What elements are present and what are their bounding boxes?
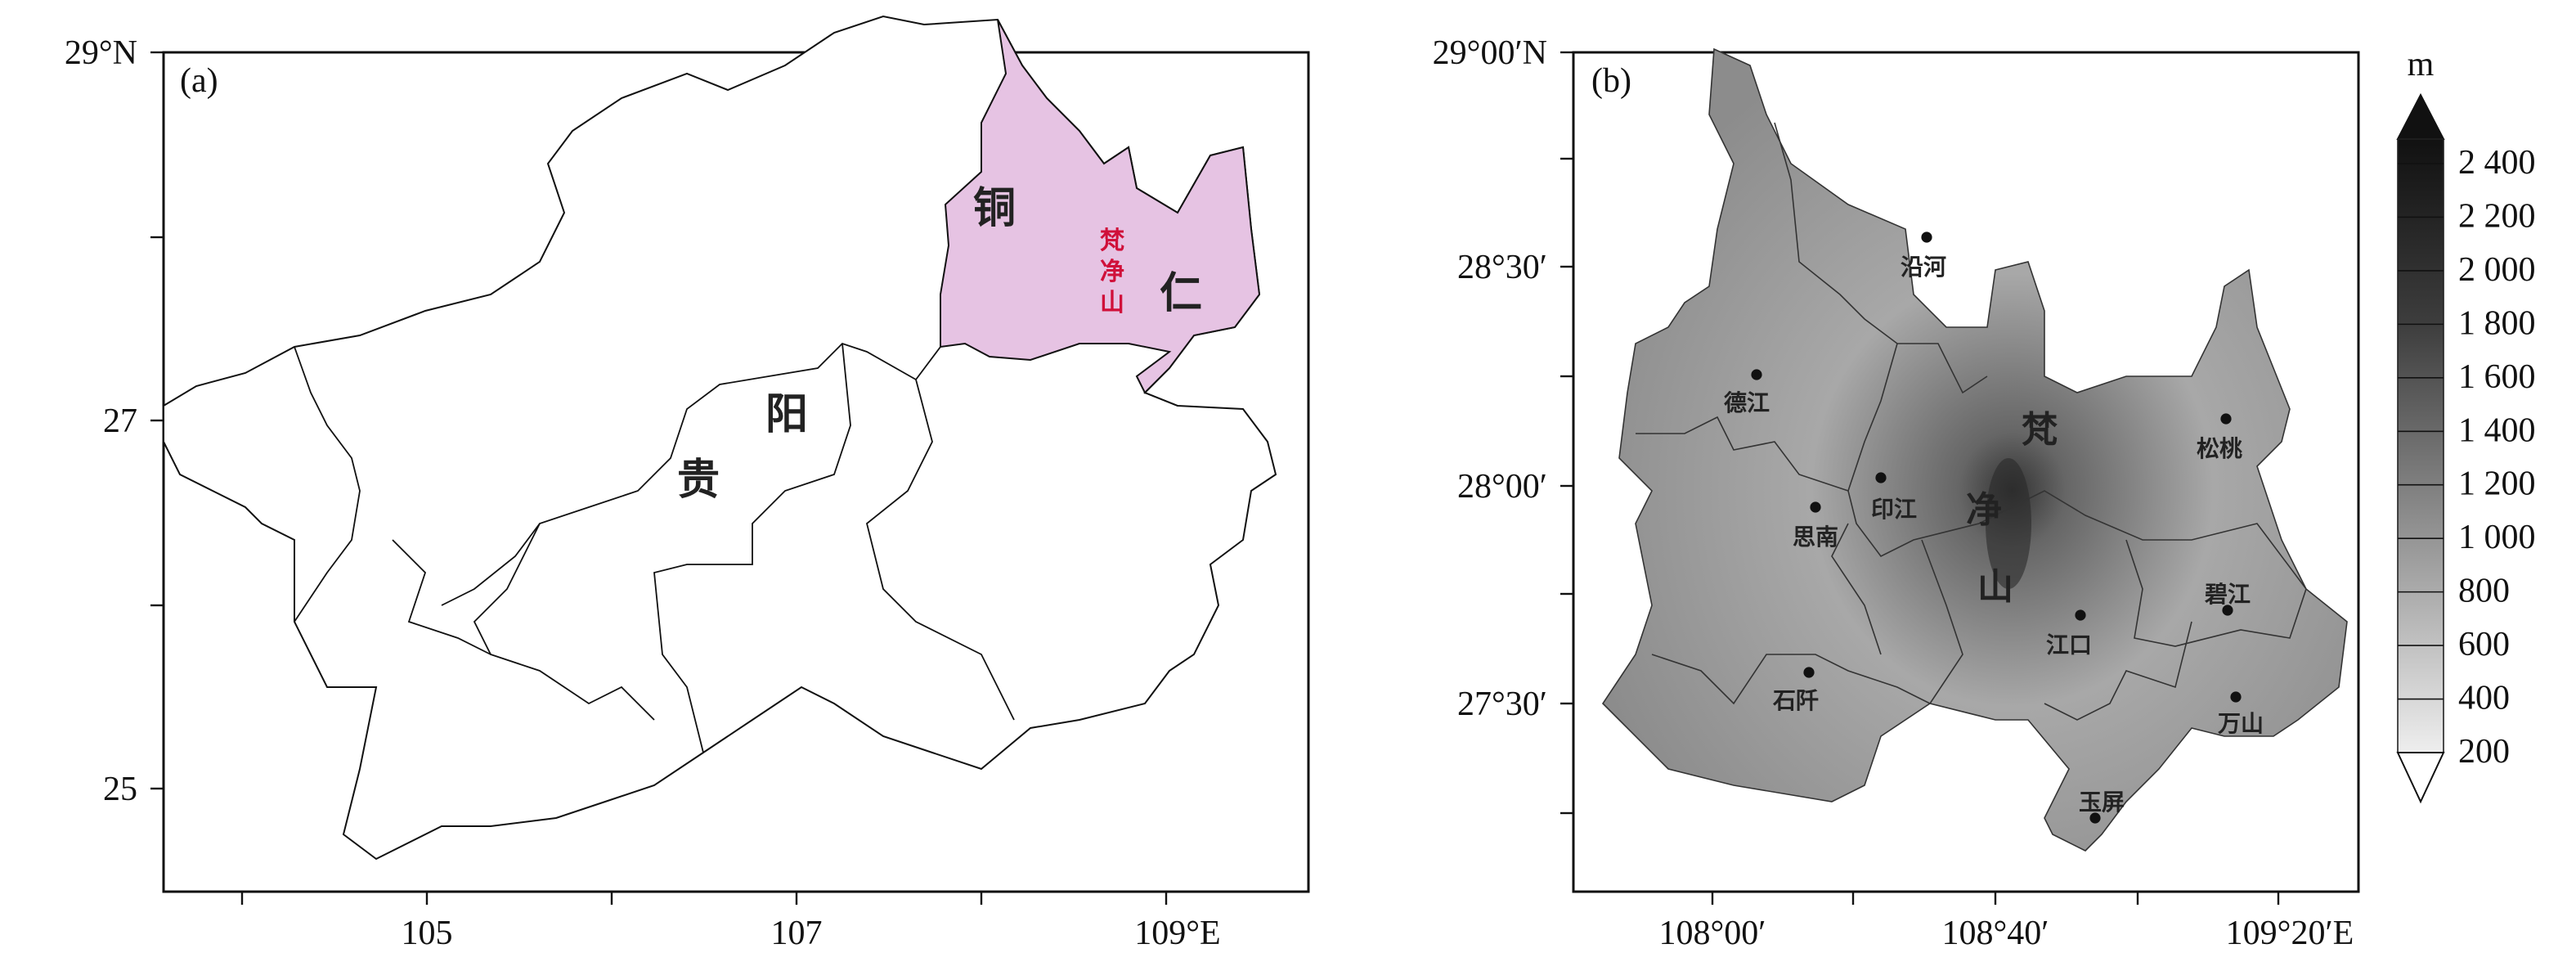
colorbar-level-lines bbox=[2398, 163, 2444, 753]
mountain-label-a: 山 bbox=[1100, 289, 1124, 317]
colorbar-tick-label: 1 400 bbox=[2458, 411, 2536, 449]
colorbar-tick-label: 1 000 bbox=[2458, 519, 2536, 556]
colorbar-labels: 2 400 2 200 2 000 1 800 1 600 1 400 1 200 1 000… bbox=[2458, 144, 2536, 771]
colorbar-tick-label: 2 400 bbox=[2458, 144, 2536, 182]
town-label: 玉屏 bbox=[2079, 789, 2125, 816]
label-gui: 贵 bbox=[677, 456, 720, 505]
mountain-label-b: 净 bbox=[1966, 489, 2002, 531]
town-label: 德江 bbox=[1724, 389, 1770, 416]
panel-b-y-tick: 28°00′ bbox=[1457, 468, 1547, 506]
town-label: 松桃 bbox=[2197, 435, 2242, 462]
town-label: 沿河 bbox=[1901, 254, 1946, 281]
colorbar-unit: m bbox=[2408, 46, 2435, 83]
panel-b-y-tick: 27°30′ bbox=[1457, 686, 1547, 723]
colorbar-tick-label: 1 600 bbox=[2458, 358, 2536, 396]
panel-a-tick-marks bbox=[150, 51, 1168, 905]
town-markers bbox=[1751, 232, 2242, 824]
colorbar-tick-label: 2 200 bbox=[2458, 197, 2536, 235]
mountain-label-a: 梵 bbox=[1100, 227, 1125, 255]
panel-a-x-tick: 107 bbox=[771, 915, 823, 952]
mountain-label-b: 山 bbox=[1977, 566, 2013, 608]
panel-b-x-tick: 108°40′ bbox=[1942, 915, 2049, 952]
terrain-region bbox=[1601, 47, 2348, 852]
colorbar-tick-label: 800 bbox=[2458, 573, 2510, 610]
town-label: 碧江 bbox=[2204, 581, 2251, 608]
panel-a-y-tick: 29°N bbox=[65, 34, 137, 72]
panel-a-x-tick: 109°E bbox=[1134, 915, 1220, 952]
label-yang: 阳 bbox=[765, 390, 808, 439]
panel-b-x-tick: 108°00′ bbox=[1659, 915, 1766, 952]
county-boundaries bbox=[1636, 122, 2307, 721]
town-label: 印江 bbox=[1871, 496, 1917, 523]
colorbar-bar bbox=[2397, 138, 2444, 753]
fanjingshan-peak bbox=[1986, 458, 2031, 589]
panel-a-label: (a) bbox=[180, 62, 218, 100]
panel-b-y-tick: 29°00′N bbox=[1433, 34, 1547, 72]
panel-b-label: (b) bbox=[1591, 62, 1631, 100]
panel-a-y-tick: 27 bbox=[103, 402, 137, 440]
colorbar-tick-label: 600 bbox=[2458, 626, 2510, 663]
panel-a-map: (a) 29°N 27 25 105 107 109°E 铜 仁 贵 阳 梵 净… bbox=[65, 15, 1310, 952]
town-label: 万山 bbox=[2218, 710, 2264, 737]
colorbar-top-arrow bbox=[2396, 92, 2445, 140]
panel-b-map: (b) 29°00′N 28°30′ 28°00′ 27°30′ 108°00′… bbox=[1433, 34, 2360, 952]
town-label: 江口 bbox=[2046, 632, 2092, 659]
town-label: 思南 bbox=[1793, 524, 1838, 551]
colorbar-bottom-arrow bbox=[2396, 752, 2445, 804]
panel-b-x-tick: 109°20′E bbox=[2226, 915, 2354, 952]
colorbar-tick-label: 400 bbox=[2458, 680, 2510, 717]
colorbar-tick-label: 1 200 bbox=[2458, 465, 2536, 503]
colorbar-tick-label: 2 000 bbox=[2458, 251, 2536, 289]
panel-a-x-tick: 105 bbox=[402, 915, 453, 952]
prefecture-boundaries bbox=[294, 342, 1178, 753]
label-ren: 仁 bbox=[1160, 269, 1202, 318]
mountain-label-a: 净 bbox=[1100, 258, 1124, 286]
colorbar-tick-label: 1 800 bbox=[2458, 304, 2536, 342]
town-label: 石阡 bbox=[1772, 687, 1819, 714]
colorbar: m 2 400 2 200 2 000 1 800 1 600 1 400 1 200 1 0… bbox=[2396, 46, 2536, 804]
panel-b-y-tick: 28°30′ bbox=[1457, 249, 1547, 286]
colorbar-tick-label: 200 bbox=[2458, 733, 2510, 771]
mountain-label-b: 梵 bbox=[2022, 409, 2058, 451]
label-tong: 铜 bbox=[973, 184, 1016, 233]
panel-a-y-tick: 25 bbox=[103, 771, 137, 808]
panel-b-tick-marks bbox=[1560, 51, 2280, 905]
